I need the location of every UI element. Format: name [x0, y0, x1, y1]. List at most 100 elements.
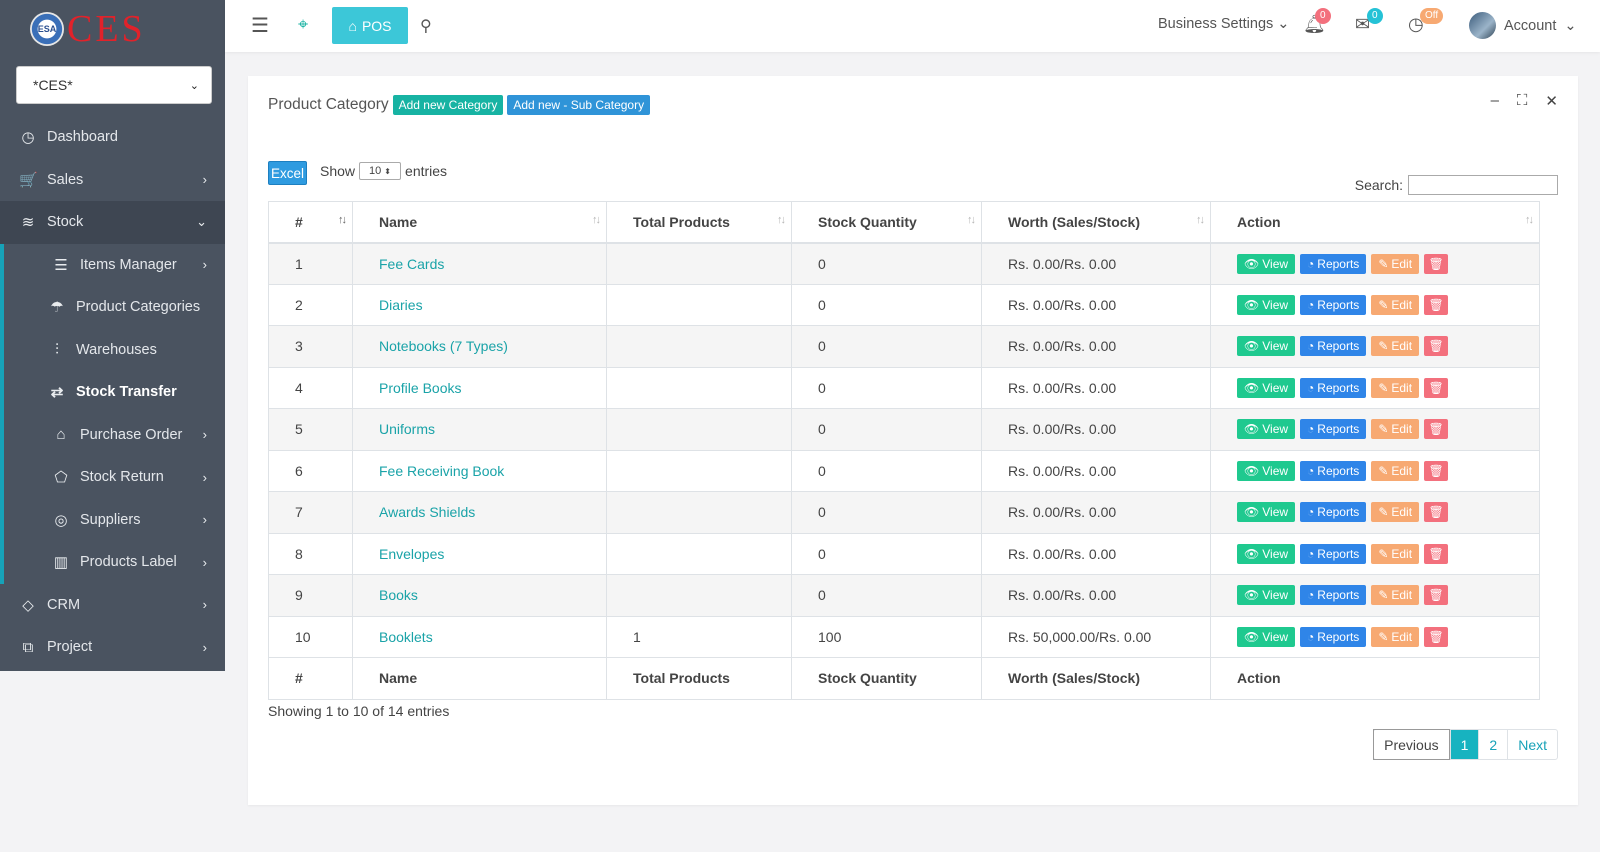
sidebar-item-products-label[interactable]: ▥ Products Label ›: [4, 541, 225, 584]
column-header-name[interactable]: Name ↑↓: [352, 201, 607, 244]
edit-button[interactable]: ✎ Edit: [1371, 626, 1420, 647]
column-header-stock-quantity[interactable]: Stock Quantity ↑↓: [791, 201, 982, 244]
sidebar-item-stock[interactable]: ≋ Stock ⌄: [0, 201, 225, 244]
search-icon[interactable]: ⚲: [420, 18, 432, 35]
pagination-previous[interactable]: Previous: [1373, 729, 1450, 760]
view-button[interactable]: 👁︎ View: [1237, 253, 1296, 274]
reports-button[interactable]: ◔ Reports: [1300, 377, 1367, 398]
view-button[interactable]: 👁︎ View: [1237, 336, 1296, 357]
view-button[interactable]: 👁︎ View: [1237, 460, 1296, 481]
reports-button[interactable]: ◔ Reports: [1300, 336, 1367, 357]
sidebar-item-sales[interactable]: 🛒 Sales ›: [0, 159, 225, 202]
clock-icon[interactable]: ◷: [1408, 14, 1424, 34]
category-name-link[interactable]: Booklets: [379, 628, 433, 645]
cell-total-products: [606, 325, 792, 368]
account-menu[interactable]: Account ⌄: [1469, 12, 1577, 39]
clock-status-badge: Off: [1420, 8, 1444, 24]
mail-icon[interactable]: ✉: [1355, 14, 1371, 34]
category-name-link[interactable]: Fee Cards: [379, 255, 445, 272]
column-header-number[interactable]: # ↑↓: [268, 201, 353, 244]
view-button[interactable]: 👁︎ View: [1237, 377, 1296, 398]
edit-button[interactable]: ✎ Edit: [1371, 543, 1420, 564]
delete-button[interactable]: 🗑︎: [1424, 419, 1449, 440]
delete-button[interactable]: 🗑︎: [1424, 543, 1449, 564]
close-icon[interactable]: ✕: [1545, 93, 1558, 110]
add-category-button[interactable]: Add new Category: [392, 95, 504, 115]
column-header-action[interactable]: Action ↑↓: [1210, 201, 1540, 244]
reports-button[interactable]: ◔ Reports: [1300, 294, 1367, 315]
eye-icon: 👁︎: [1244, 256, 1260, 271]
pos-button[interactable]: ⌂ POS: [332, 7, 408, 44]
view-button[interactable]: 👁︎ View: [1237, 585, 1296, 606]
sidebar-item-dashboard[interactable]: ◷ Dashboard: [0, 116, 225, 159]
edit-button[interactable]: ✎ Edit: [1371, 585, 1420, 606]
reports-button[interactable]: ◔ Reports: [1300, 502, 1367, 523]
category-name-link[interactable]: Diaries: [379, 296, 423, 313]
edit-button[interactable]: ✎ Edit: [1371, 419, 1420, 440]
view-button[interactable]: 👁︎ View: [1237, 294, 1296, 315]
sidebar-item-project[interactable]: ⧉ Project ›: [0, 626, 225, 669]
business-select[interactable]: *CES* ⌄: [16, 66, 212, 104]
pagination-page-2[interactable]: 2: [1478, 730, 1507, 759]
sidebar-item-items-manager[interactable]: ☰ Items Manager ›: [4, 244, 225, 287]
sidebar-item-stock-transfer[interactable]: ⇄ Stock Transfer: [4, 371, 225, 414]
sidebar-item-stock-return[interactable]: ⬠ Stock Return ›: [4, 456, 225, 499]
edit-button[interactable]: ✎ Edit: [1371, 377, 1420, 398]
sidebar-item-warehouses[interactable]: ⫶ Warehouses: [4, 329, 225, 372]
fullscreen-icon[interactable]: ⛶: [1516, 92, 1528, 109]
delete-button[interactable]: 🗑︎: [1424, 336, 1449, 357]
category-name-link[interactable]: Awards Shields: [379, 504, 476, 521]
edit-button[interactable]: ✎ Edit: [1371, 294, 1420, 315]
category-name-link[interactable]: Envelopes: [379, 545, 445, 562]
category-name-link[interactable]: Fee Receiving Book: [379, 462, 505, 479]
page-length-control: Show 10 ⬍ entries: [320, 162, 447, 180]
search-input[interactable]: [1408, 175, 1558, 195]
add-sub-category-button[interactable]: Add new - Sub Category: [507, 95, 651, 115]
edit-button[interactable]: ✎ Edit: [1371, 460, 1420, 481]
sidebar-item-purchase-order[interactable]: ⌂ Purchase Order ›: [4, 414, 225, 457]
delete-button[interactable]: 🗑︎: [1424, 585, 1449, 606]
reports-button[interactable]: ◔ Reports: [1300, 626, 1367, 647]
edit-button[interactable]: ✎ Edit: [1371, 253, 1420, 274]
delete-button[interactable]: 🗑︎: [1424, 502, 1449, 523]
table-row: 5 Uniforms 0 Rs. 0.00/Rs. 0.00 👁︎ View ◔ Report…: [268, 408, 1540, 451]
hamburger-menu-icon[interactable]: ☰: [251, 15, 269, 37]
reports-button[interactable]: ◔ Reports: [1300, 253, 1367, 274]
view-button[interactable]: 👁︎ View: [1237, 543, 1296, 564]
chevron-down-icon: ⌄: [189, 79, 199, 92]
excel-export-button[interactable]: Excel: [268, 161, 307, 185]
delete-button[interactable]: 🗑︎: [1424, 253, 1449, 274]
reports-button[interactable]: ◔ Reports: [1300, 460, 1367, 481]
edit-button[interactable]: ✎ Edit: [1371, 502, 1420, 523]
reports-button[interactable]: ◔ Reports: [1300, 419, 1367, 440]
column-header-total-products[interactable]: Total Products ↑↓: [606, 201, 792, 244]
delete-button[interactable]: 🗑︎: [1424, 294, 1449, 315]
column-header-worth[interactable]: Worth (Sales/Stock) ↑↓: [981, 201, 1211, 244]
view-button[interactable]: 👁︎ View: [1237, 626, 1296, 647]
app-logo[interactable]: ESA CES: [0, 0, 225, 58]
page-length-value: 10: [369, 165, 382, 177]
footer-name: Name: [352, 657, 607, 700]
edit-button[interactable]: ✎ Edit: [1371, 336, 1420, 357]
view-button[interactable]: 👁︎ View: [1237, 502, 1296, 523]
category-name-link[interactable]: Books: [379, 587, 418, 604]
delete-button[interactable]: 🗑︎: [1424, 626, 1449, 647]
sidebar-item-product-categories[interactable]: ☂ Product Categories: [4, 286, 225, 329]
sidebar-item-suppliers[interactable]: ◎ Suppliers ›: [4, 499, 225, 542]
trash-icon: 🗑︎: [1428, 588, 1444, 603]
category-name-link[interactable]: Notebooks (7 Types): [379, 338, 508, 355]
reports-button[interactable]: ◔ Reports: [1300, 585, 1367, 606]
view-button[interactable]: 👁︎ View: [1237, 419, 1296, 440]
delete-button[interactable]: 🗑︎: [1424, 460, 1449, 481]
category-name-link[interactable]: Profile Books: [379, 379, 462, 396]
pagination-page-1[interactable]: 1: [1449, 730, 1479, 759]
delete-button[interactable]: 🗑︎: [1424, 377, 1449, 398]
sidebar-item-crm[interactable]: ◇ CRM ›: [0, 584, 225, 627]
pagination-next[interactable]: Next: [1507, 730, 1557, 759]
minimize-icon[interactable]: –: [1490, 92, 1499, 109]
business-settings-menu[interactable]: Business Settings ⌄: [1158, 16, 1289, 32]
location-pin-icon[interactable]: ⌖: [298, 14, 309, 34]
category-name-link[interactable]: Uniforms: [379, 421, 436, 438]
reports-button[interactable]: ◔ Reports: [1300, 543, 1367, 564]
page-length-select[interactable]: 10 ⬍: [359, 162, 402, 180]
